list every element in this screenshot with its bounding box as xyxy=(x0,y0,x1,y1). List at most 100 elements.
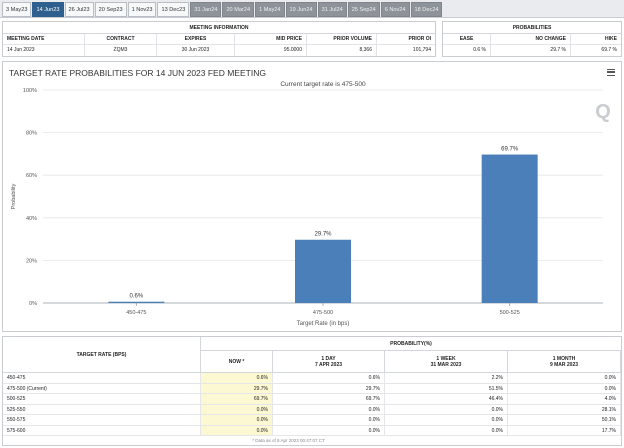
value-hike: 69.7 % xyxy=(601,47,617,53)
x-tick-label: 500-525 xyxy=(500,310,520,316)
tab-6-nov24[interactable]: 6 Nov24 xyxy=(380,2,410,17)
tab-20-sep23[interactable]: 20 Sep23 xyxy=(94,2,127,17)
meeting-info-header-row: MEETING DATE CONTRACT EXPIRES MID PRICE … xyxy=(3,34,435,45)
table-row: 450-475 0.6% 0.6% 2.2% 0.0% xyxy=(3,373,621,384)
x-axis-label: Target Rate (in bps) xyxy=(297,321,350,327)
tab-1-may24[interactable]: 1 May24 xyxy=(255,2,285,17)
target-rate-cell: 575-600 xyxy=(3,425,201,435)
tab-20-mar24[interactable]: 20 Mar24 xyxy=(222,2,255,17)
value-prior-volume: 8,366 xyxy=(307,45,377,56)
subheader-1-month-date: 9 MAR 2023 xyxy=(549,361,579,368)
probability-cell: 2.2% xyxy=(385,373,508,383)
target-rate-cell: 525-550 xyxy=(3,404,201,414)
probabilities-title: PROBABILITIES xyxy=(443,22,621,34)
tab-25-sep24[interactable]: 25 Sep24 xyxy=(347,2,380,17)
probability-cell: 0.0% xyxy=(273,415,385,425)
tab-19-jun24[interactable]: 19 Jun24 xyxy=(285,2,317,17)
header-hike: HIKE xyxy=(605,36,617,42)
value-prior-oi: 101,794 xyxy=(412,47,431,53)
tab-31-jan24[interactable]: 31 Jan24 xyxy=(190,2,222,17)
meeting-date-tabs: 3 May23 14 Jun23 26 Jul23 20 Sep23 1 Nov23 13… xyxy=(0,0,624,18)
header-ease: EASE xyxy=(443,34,491,44)
value-expires: 30 Jun 2023 xyxy=(157,45,235,56)
probability-cell: 51.5% xyxy=(385,383,508,393)
bar-500-525 xyxy=(481,154,538,303)
value-contract: ZQM3 xyxy=(85,45,157,56)
y-tick-label: 40% xyxy=(26,216,37,222)
subheader-1-day-date: 7 APR 2023 xyxy=(314,361,343,368)
meeting-information-panel: MEETING INFORMATION MEETING DATE CONTRAC… xyxy=(2,21,436,57)
tab-13-dec23[interactable]: 13 Dec23 xyxy=(157,2,190,17)
target-rate-chart: TARGET RATE PROBABILITIES FOR 14 JUN 202… xyxy=(2,61,622,332)
hamburger-menu-icon[interactable] xyxy=(607,69,615,76)
tab-31-jul24[interactable]: 31 Jul24 xyxy=(317,2,347,17)
probability-cell: 28.1% xyxy=(508,404,621,414)
probability-cell: 0.0% xyxy=(201,425,273,435)
y-tick-label: 80% xyxy=(26,131,37,137)
probability-cell: 17.7% xyxy=(508,425,621,435)
table-row: 500-525 69.7% 69.7% 46.4% 4.0% xyxy=(3,394,621,405)
bar-data-label: 0.6% xyxy=(129,294,143,300)
rate-probability-table: TARGET RATE (BPS) PROBABILITY(%) NOW * 1… xyxy=(2,336,622,446)
bar-data-label: 69.7% xyxy=(501,147,519,153)
data-footnote: * Data as of 8 Apr 2023 00:47:07 CT xyxy=(252,438,325,443)
subheader-1-week: 1 WEEK 31 MAR 2023 xyxy=(385,351,508,373)
subheader-1-week-label: 1 WEEK xyxy=(436,355,456,362)
tab-26-jul23[interactable]: 26 Jul23 xyxy=(64,2,94,17)
probability-cell: 46.4% xyxy=(385,394,508,404)
probability-cell: 0.0% xyxy=(201,404,273,414)
probability-cell: 4.0% xyxy=(508,394,621,404)
target-rate-column-header: TARGET RATE (BPS) xyxy=(3,337,201,373)
meeting-information-title: MEETING INFORMATION xyxy=(3,22,435,34)
probabilities-value-row: 0.6 % 29.7 % 69.7 % xyxy=(443,45,621,56)
probability-cell: 0.0% xyxy=(385,404,508,414)
probability-cell: 69.7% xyxy=(201,394,273,404)
probabilities-header-row: EASE NO CHANGE HIKE xyxy=(443,34,621,45)
header-no-change: NO CHANGE xyxy=(491,34,571,44)
tab-3-may23[interactable]: 3 May23 xyxy=(2,2,32,17)
subheader-1-month: 1 MONTH 9 MAR 2023 xyxy=(508,351,621,373)
header-contract: CONTRACT xyxy=(85,34,157,44)
probability-cell: 0.0% xyxy=(273,425,385,435)
chart-subtitle: Current target rate is 475-500 xyxy=(280,81,366,88)
value-meeting-date: 14 Jun 2023 xyxy=(3,45,85,56)
tab-1-nov23[interactable]: 1 Nov23 xyxy=(127,2,157,17)
watermark-logo: Q xyxy=(595,101,611,123)
y-tick-label: 100% xyxy=(23,88,37,94)
probability-cell: 29.7% xyxy=(273,383,385,393)
probability-cell: 50.1% xyxy=(508,415,621,425)
probability-cell: 0.0% xyxy=(201,415,273,425)
bar-450-475 xyxy=(108,301,165,303)
header-prior-oi: PRIOR OI xyxy=(408,36,431,42)
header-expires: EXPIRES xyxy=(157,34,235,44)
tab-18-dec24[interactable]: 18 Dec24 xyxy=(410,2,443,17)
table-row: 475-500 (Current) 29.7% 29.7% 51.5% 0.0% xyxy=(3,383,621,394)
table-row: 525-550 0.0% 0.0% 0.0% 28.1% xyxy=(3,404,621,415)
subheader-1-day: 1 DAY 7 APR 2023 xyxy=(273,351,385,373)
probability-cell: 0.6% xyxy=(201,373,273,383)
bar-475-500 xyxy=(295,239,351,303)
y-tick-label: 20% xyxy=(26,258,37,264)
y-tick-label: 60% xyxy=(26,173,37,179)
subheader-1-week-date: 31 MAR 2023 xyxy=(430,361,462,368)
header-prior-volume: PRIOR VOLUME xyxy=(307,34,377,44)
table-row: 575-600 0.0% 0.0% 0.0% 17.7% xyxy=(3,425,621,436)
subheader-1-day-label: 1 DAY xyxy=(321,355,336,362)
y-axis-label: Probability xyxy=(11,183,17,209)
probability-cell: 0.0% xyxy=(508,373,621,383)
tab-14-jun23[interactable]: 14 Jun23 xyxy=(32,2,64,17)
bar-data-label: 29.7% xyxy=(314,232,332,238)
header-meeting-date: MEETING DATE xyxy=(3,34,85,44)
subheader-now: NOW * xyxy=(201,351,273,373)
probabilities-panel: PROBABILITIES EASE NO CHANGE HIKE 0.6 % … xyxy=(442,21,622,57)
probability-cell: 69.7% xyxy=(273,394,385,404)
table-row: 550-575 0.0% 0.0% 0.0% 50.1% xyxy=(3,415,621,426)
probability-cell: 0.0% xyxy=(508,383,621,393)
target-rate-cell: 500-525 xyxy=(3,394,201,404)
value-no-change: 29.7 % xyxy=(491,45,571,56)
header-mid-price: MID PRICE xyxy=(235,34,307,44)
probability-cell: 0.6% xyxy=(273,373,385,383)
target-rate-cell: 450-475 xyxy=(3,373,201,383)
probability-cell: 0.0% xyxy=(273,404,385,414)
probability-header: PROBABILITY(%) xyxy=(201,337,621,351)
